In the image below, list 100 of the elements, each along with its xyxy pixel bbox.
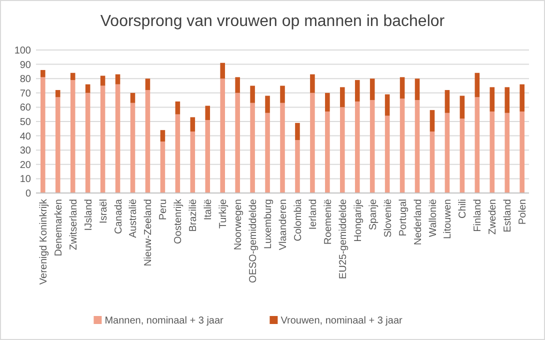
x-tick-label: Chili bbox=[458, 199, 469, 218]
chart-title: Voorsprong van vrouwen op mannen in bachelor bbox=[100, 13, 446, 30]
bar bbox=[370, 78, 375, 100]
bar bbox=[235, 92, 240, 193]
bar bbox=[265, 96, 270, 113]
x-tick-label: Roemenië bbox=[322, 198, 334, 245]
x-tick-label: Turkije bbox=[218, 198, 230, 229]
legend-label: Vrouwen, nominaal + 3 jaar bbox=[280, 316, 404, 326]
bar bbox=[325, 92, 330, 112]
bar bbox=[220, 62, 225, 79]
x-tick-label: Hongarije bbox=[352, 198, 364, 242]
x-tick-label: Denemarken bbox=[53, 199, 64, 256]
y-tick-label: 90 bbox=[20, 60, 32, 71]
x-tick-label: Finland bbox=[472, 199, 484, 232]
bar bbox=[384, 116, 390, 193]
bar bbox=[474, 72, 480, 98]
bar bbox=[130, 92, 136, 103]
bar bbox=[400, 77, 405, 99]
y-tick-label: 60 bbox=[20, 102, 32, 114]
bar bbox=[70, 80, 76, 193]
bar bbox=[55, 90, 60, 98]
bar bbox=[190, 117, 196, 132]
bar bbox=[325, 111, 330, 193]
bar bbox=[340, 87, 345, 108]
bar bbox=[70, 72, 76, 80]
bar bbox=[310, 92, 315, 193]
bar bbox=[354, 80, 360, 102]
x-tick-label: IJsland bbox=[83, 199, 94, 231]
bar bbox=[85, 84, 90, 93]
x-tick-label: Zweden bbox=[488, 199, 499, 235]
bar bbox=[504, 87, 510, 113]
x-tick-label: Israël bbox=[98, 199, 110, 224]
bar bbox=[205, 120, 210, 193]
x-tick-label: Spanje bbox=[368, 198, 379, 230]
legend-label: Mannen, nominaal + 3 jaar bbox=[104, 316, 224, 326]
bar bbox=[490, 111, 495, 193]
x-tick-label: Nederland bbox=[412, 199, 424, 246]
y-tick-label: 20 bbox=[20, 160, 32, 171]
y-tick-label: 80 bbox=[20, 74, 32, 86]
bar bbox=[295, 122, 300, 140]
bar bbox=[40, 70, 46, 78]
bar bbox=[430, 110, 435, 132]
bar bbox=[160, 130, 166, 142]
x-tick-label: Estland bbox=[502, 199, 514, 232]
bar bbox=[235, 77, 240, 93]
bar bbox=[100, 76, 106, 86]
bar bbox=[414, 100, 420, 193]
bar bbox=[115, 84, 120, 193]
bar bbox=[55, 97, 60, 193]
bar bbox=[280, 86, 285, 103]
x-tick-label: Wallonië bbox=[428, 198, 439, 237]
x-tick-label: Slovenië bbox=[382, 198, 394, 238]
bar bbox=[340, 107, 345, 193]
bar bbox=[115, 74, 120, 84]
bar bbox=[175, 114, 180, 193]
bar bbox=[354, 101, 360, 193]
bar bbox=[444, 90, 450, 113]
x-tick-label: Colombia bbox=[292, 198, 304, 242]
x-tick-label: Litouwen bbox=[442, 199, 454, 240]
x-tick-label: Polen bbox=[518, 199, 529, 225]
y-tick-label: 10 bbox=[20, 174, 32, 186]
bar bbox=[100, 86, 106, 193]
bar bbox=[490, 87, 495, 112]
x-tick-label: EU25-gemiddelde bbox=[338, 198, 349, 280]
x-tick-label: Peru bbox=[158, 199, 170, 220]
bar bbox=[280, 102, 285, 193]
bar bbox=[474, 97, 480, 193]
x-tick-label: Brazilië bbox=[188, 198, 200, 232]
y-tick-label: 50 bbox=[20, 117, 32, 128]
x-tick-label: Vlaanderen bbox=[278, 199, 289, 250]
x-tick-label: Verenigd Koninkrijk bbox=[38, 198, 50, 285]
y-tick-label: 0 bbox=[25, 188, 32, 200]
bar bbox=[220, 78, 225, 193]
bar bbox=[190, 132, 196, 193]
y-tick-label: 30 bbox=[20, 146, 32, 157]
bar bbox=[384, 94, 390, 116]
bar bbox=[504, 112, 510, 193]
bar bbox=[400, 98, 405, 193]
bar bbox=[145, 90, 150, 193]
x-tick-label: Luxemburg bbox=[263, 199, 274, 250]
bar bbox=[520, 111, 525, 193]
x-tick-label: Ierland bbox=[308, 199, 319, 230]
x-tick-label: Portugal bbox=[398, 199, 409, 236]
bar bbox=[40, 77, 46, 193]
bar bbox=[205, 106, 210, 120]
y-tick-label: 70 bbox=[20, 88, 32, 100]
bar bbox=[430, 132, 435, 193]
x-tick-label: OESO-gemiddelde bbox=[248, 198, 260, 283]
x-tick-label: Canada bbox=[113, 198, 124, 234]
x-tick-label: Australië bbox=[128, 198, 140, 238]
bar bbox=[265, 112, 270, 193]
bar bbox=[310, 74, 315, 93]
bar bbox=[175, 101, 180, 114]
bar bbox=[295, 140, 300, 193]
bar bbox=[444, 112, 450, 193]
x-tick-label: Noorwegen bbox=[233, 199, 244, 250]
x-tick-label: Zwitserland bbox=[68, 199, 80, 250]
bar bbox=[250, 102, 255, 193]
y-tick-label: 40 bbox=[20, 131, 32, 142]
x-tick-label: Oostenrijk bbox=[173, 198, 184, 244]
